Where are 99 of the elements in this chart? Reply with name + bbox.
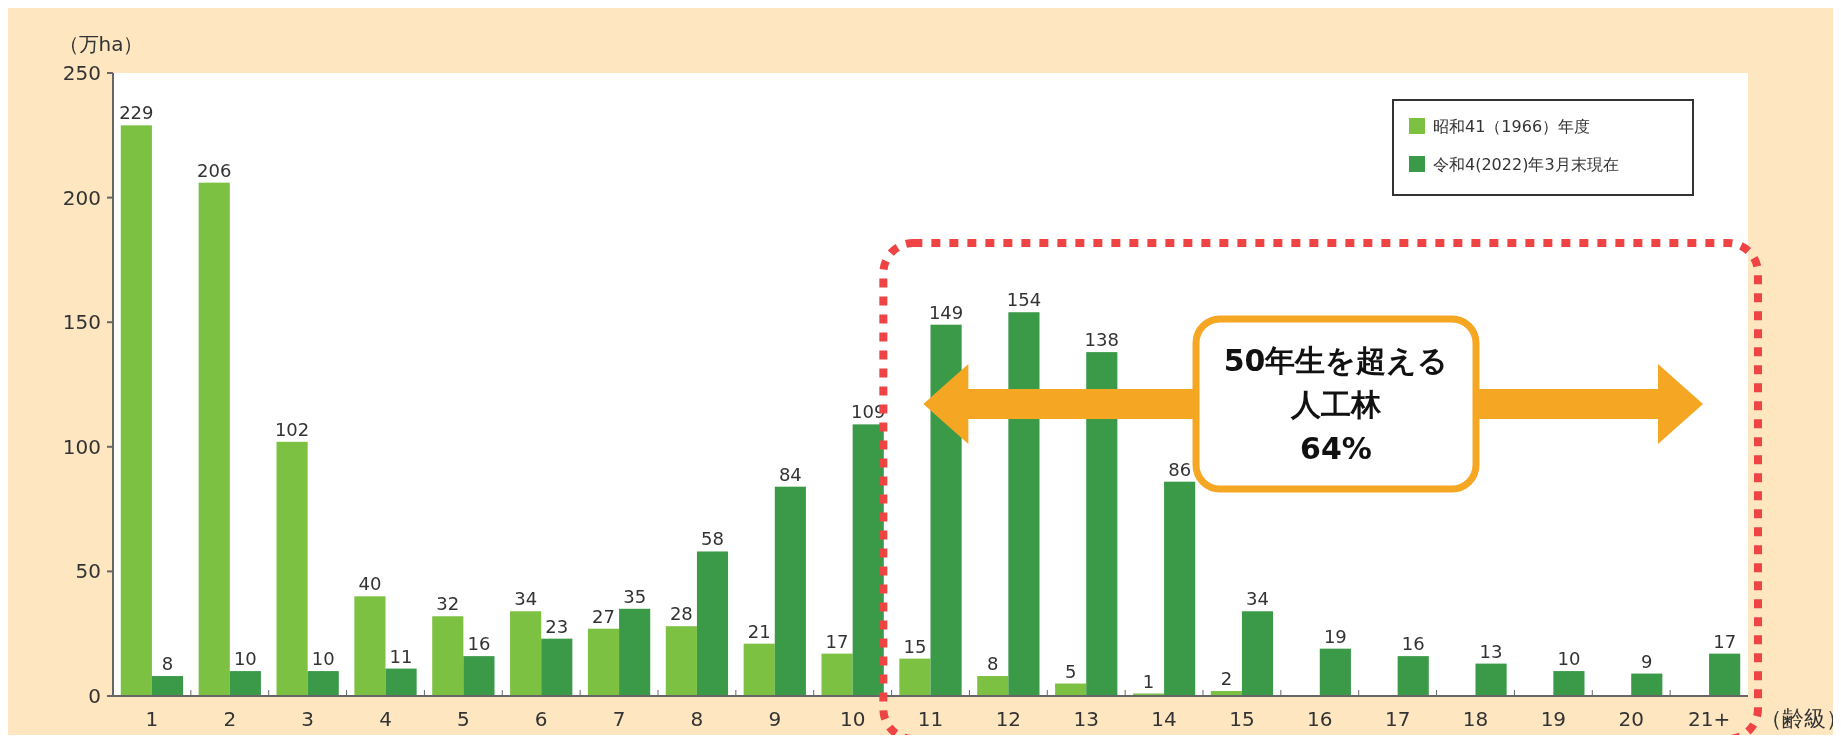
x-tick-label: 20 <box>1618 707 1644 731</box>
x-tick-label: 4 <box>379 707 392 731</box>
bar <box>198 182 230 696</box>
data-label: 229 <box>119 102 154 124</box>
data-label: 34 <box>1246 588 1269 610</box>
x-tick-label: 10 <box>839 707 866 731</box>
y-tick-label: 0 <box>88 684 101 708</box>
x-tick-label: 21+ <box>1687 707 1731 731</box>
bar <box>852 424 884 696</box>
bar <box>463 656 495 696</box>
data-label: 8 <box>987 653 999 675</box>
bar <box>1553 671 1585 696</box>
data-label: 17 <box>1713 630 1737 652</box>
data-label: 84 <box>778 463 802 485</box>
x-tick-label: 19 <box>1540 707 1567 731</box>
data-label: 8 <box>161 653 174 675</box>
bar <box>1475 663 1507 696</box>
y-axis-title: （万ha） <box>58 32 144 56</box>
bar <box>1241 611 1274 696</box>
data-label: 32 <box>436 593 460 615</box>
bar <box>665 626 697 696</box>
bar <box>1164 481 1196 696</box>
data-label: 102 <box>274 418 310 440</box>
bar <box>1709 653 1741 696</box>
bar <box>385 668 417 696</box>
data-label: 35 <box>623 585 647 607</box>
x-tick-label: 17 <box>1384 707 1411 731</box>
bar <box>307 671 339 696</box>
bar <box>510 611 542 696</box>
data-label: 9 <box>1641 650 1653 672</box>
legend-label: 昭和41（1966）年度 <box>1433 116 1591 136</box>
data-label: 58 <box>701 528 724 550</box>
legend-label: 令和4(2022)年3月末現在 <box>1433 154 1619 174</box>
x-tick-label: 13 <box>1073 707 1099 731</box>
y-tick-label: 150 <box>62 310 101 335</box>
annotation: 50年生を超える人工林64% <box>1223 342 1449 466</box>
bar <box>977 676 1009 696</box>
data-label: 16 <box>467 633 491 655</box>
data-label: 27 <box>592 605 615 627</box>
x-tick-label: 1 <box>145 707 159 731</box>
bar <box>587 628 620 696</box>
bar <box>1397 656 1429 696</box>
data-label: 19 <box>1323 625 1347 647</box>
x-tick-label: 8 <box>690 707 704 731</box>
data-label: 10 <box>1557 648 1581 670</box>
bar <box>354 596 386 696</box>
x-tick-label: 2 <box>223 707 237 731</box>
x-axis-title: （齢級） <box>1760 706 1841 731</box>
y-tick-label: 50 <box>75 559 101 584</box>
bar <box>1319 648 1351 696</box>
data-label: 40 <box>358 573 382 595</box>
x-tick-label: 15 <box>1229 707 1255 731</box>
x-tick-label: 9 <box>768 707 782 731</box>
data-label: 11 <box>389 645 413 667</box>
data-label: 17 <box>825 630 849 652</box>
x-tick-label: 16 <box>1307 707 1333 731</box>
data-label: 2 <box>1220 668 1233 690</box>
data-label: 5 <box>1064 660 1077 682</box>
bar <box>151 676 184 696</box>
data-label: 10 <box>233 648 257 670</box>
bar <box>899 658 931 696</box>
x-tick-label: 18 <box>1462 707 1489 731</box>
data-label: 23 <box>545 615 569 637</box>
y-tick-label: 250 <box>62 61 101 85</box>
bar <box>696 551 729 696</box>
data-label: 206 <box>197 159 232 181</box>
bar <box>229 671 261 696</box>
bar <box>120 125 152 696</box>
bar <box>432 616 464 696</box>
bar <box>1631 673 1663 696</box>
bar <box>1008 312 1040 696</box>
data-label: 28 <box>669 603 693 625</box>
data-label: 16 <box>1401 633 1425 655</box>
x-tick-label: 7 <box>612 707 626 731</box>
data-label: 21 <box>747 620 771 642</box>
data-label: 34 <box>514 588 538 610</box>
bar <box>743 643 775 696</box>
data-label: 86 <box>1168 458 1192 480</box>
x-tick-label: 11 <box>917 707 944 731</box>
data-label: 149 <box>928 301 964 323</box>
x-tick-label: 6 <box>534 707 548 731</box>
x-tick-label: 3 <box>301 707 315 731</box>
data-label: 10 <box>311 648 335 670</box>
bar <box>821 653 853 696</box>
data-label: 138 <box>1084 329 1119 351</box>
y-tick-label: 100 <box>62 434 101 459</box>
y-tick-label: 200 <box>62 185 101 210</box>
x-tick-label: 5 <box>456 707 470 731</box>
bar <box>276 441 308 696</box>
data-label: 1 <box>1142 670 1155 692</box>
data-label: 154 <box>1006 289 1042 311</box>
x-tick-label: 12 <box>995 707 1022 731</box>
x-tick-label: 14 <box>1151 707 1177 731</box>
bar <box>541 638 573 696</box>
bar <box>774 486 806 696</box>
bar <box>1086 352 1118 696</box>
data-label: 13 <box>1479 640 1503 662</box>
bar <box>619 608 651 696</box>
data-label: 15 <box>903 635 927 657</box>
